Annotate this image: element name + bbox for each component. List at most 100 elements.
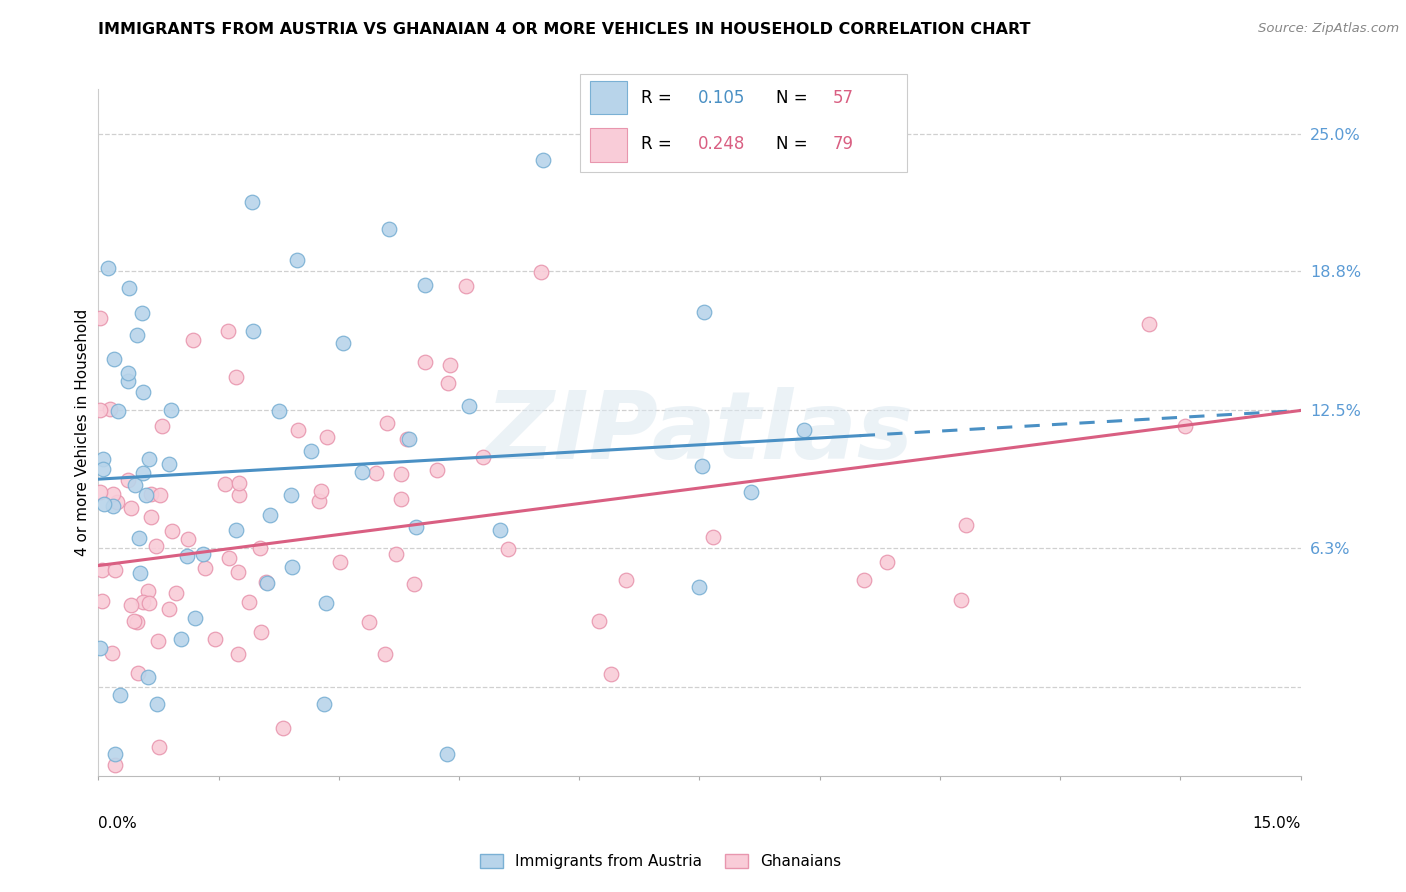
Point <box>396 432 419 446</box>
Point <box>533 153 555 167</box>
Point <box>271 721 294 735</box>
Point <box>129 566 152 581</box>
Point <box>138 451 160 466</box>
Point <box>332 335 354 350</box>
Point <box>101 500 124 514</box>
Point <box>299 444 322 458</box>
Point <box>146 697 169 711</box>
Point <box>693 304 716 318</box>
Point <box>364 466 387 480</box>
Point <box>170 632 193 646</box>
Point <box>228 648 250 662</box>
Point <box>104 747 127 761</box>
Point <box>389 467 412 482</box>
Point <box>588 615 610 629</box>
Legend: Immigrants from Austria, Ghanaians: Immigrants from Austria, Ghanaians <box>474 848 848 875</box>
Point <box>131 305 153 319</box>
Point <box>955 518 977 533</box>
Point <box>160 524 183 538</box>
Point <box>280 488 302 502</box>
Text: Source: ZipAtlas.com: Source: ZipAtlas.com <box>1258 22 1399 36</box>
Point <box>101 646 124 660</box>
Point <box>132 384 155 399</box>
Point <box>374 647 396 661</box>
Point <box>117 366 139 380</box>
Point <box>217 324 239 338</box>
Point <box>117 473 139 487</box>
Point <box>329 556 352 570</box>
Point <box>165 585 187 599</box>
Point <box>136 584 159 599</box>
Point <box>375 416 398 430</box>
Point <box>148 739 170 754</box>
Point <box>184 611 207 625</box>
Point <box>89 640 111 655</box>
Text: 0.248: 0.248 <box>697 136 745 153</box>
Point <box>287 423 309 437</box>
Point <box>498 542 520 557</box>
Point <box>120 598 142 612</box>
Point <box>254 575 277 590</box>
Point <box>308 493 330 508</box>
Point <box>1137 317 1160 331</box>
Point <box>389 492 412 507</box>
Point <box>117 374 139 388</box>
Point <box>688 580 710 594</box>
Point <box>135 488 157 502</box>
Text: 79: 79 <box>832 136 853 153</box>
Point <box>148 634 170 648</box>
Point <box>149 487 172 501</box>
Point <box>181 334 204 348</box>
Point <box>89 402 111 417</box>
Bar <box>591 80 627 114</box>
Point <box>104 758 127 772</box>
Point <box>690 458 713 473</box>
Point <box>138 596 160 610</box>
Point <box>225 523 247 537</box>
Point <box>139 510 162 524</box>
Point <box>214 477 236 491</box>
Point <box>599 666 621 681</box>
Point <box>122 614 145 628</box>
Point <box>740 484 762 499</box>
Text: ZIPatlas: ZIPatlas <box>485 386 914 479</box>
Point <box>91 461 114 475</box>
Point <box>108 688 131 702</box>
Point <box>176 549 198 563</box>
Point <box>315 596 337 610</box>
Point <box>488 523 510 537</box>
Point <box>793 423 815 437</box>
Point <box>90 563 112 577</box>
Point <box>107 404 129 418</box>
Text: 57: 57 <box>832 89 853 107</box>
Point <box>125 327 148 342</box>
Point <box>120 500 142 515</box>
Point <box>97 261 120 276</box>
Text: 0.0%: 0.0% <box>98 816 138 831</box>
Text: IMMIGRANTS FROM AUSTRIA VS GHANAIAN 4 OR MORE VEHICLES IN HOUSEHOLD CORRELATION : IMMIGRANTS FROM AUSTRIA VS GHANAIAN 4 OR… <box>98 22 1031 37</box>
Point <box>280 560 302 574</box>
Point <box>413 355 436 369</box>
Point <box>98 402 121 417</box>
Point <box>530 265 553 279</box>
Point <box>103 563 125 577</box>
Point <box>949 592 972 607</box>
Point <box>269 404 291 418</box>
Point <box>242 325 264 339</box>
Point <box>405 520 427 534</box>
Point <box>157 601 180 615</box>
Point <box>101 487 124 501</box>
Bar <box>591 128 627 161</box>
Point <box>225 370 247 384</box>
Point <box>357 615 380 629</box>
Point <box>454 279 477 293</box>
Point <box>125 615 148 629</box>
FancyBboxPatch shape <box>579 74 907 172</box>
Point <box>238 594 260 608</box>
Point <box>240 194 263 209</box>
Point <box>404 576 426 591</box>
Point <box>471 450 494 464</box>
Point <box>228 475 250 490</box>
Point <box>90 594 112 608</box>
Text: 15.0%: 15.0% <box>1253 816 1301 831</box>
